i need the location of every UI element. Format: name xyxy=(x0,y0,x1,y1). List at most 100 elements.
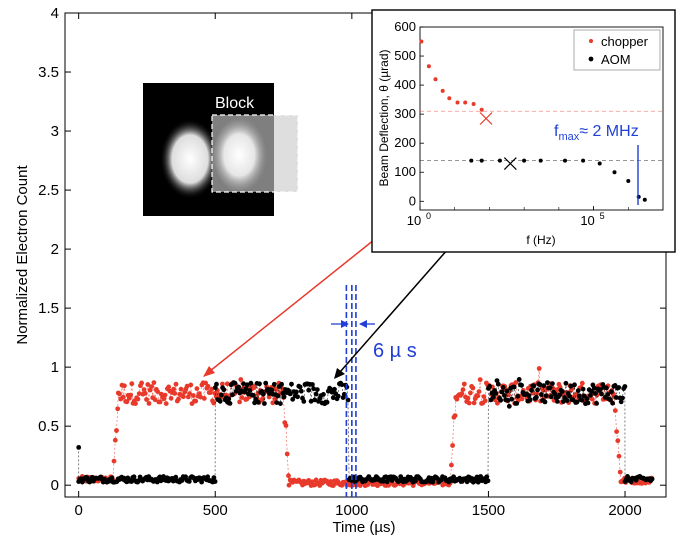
trace-point xyxy=(151,380,157,385)
trace-point xyxy=(591,385,597,391)
inset-aom-points xyxy=(469,158,647,202)
trace-point xyxy=(117,391,122,397)
trace-point xyxy=(154,479,160,485)
trace-point xyxy=(500,385,506,390)
main-y-tick-label: 0 xyxy=(51,477,59,494)
main-y-tick-label: 1 xyxy=(51,359,59,376)
inset-point xyxy=(433,77,438,82)
trace-point xyxy=(133,401,138,406)
trace-point xyxy=(294,389,299,395)
inset-point xyxy=(522,158,527,163)
inset-point xyxy=(440,88,445,93)
trace-point xyxy=(236,384,242,390)
inset-point xyxy=(419,39,424,44)
interval-arrowhead-right xyxy=(359,320,367,328)
trace-point xyxy=(335,393,341,399)
main-y-axis-label: Normalized Electron Count xyxy=(14,165,31,345)
trace-point xyxy=(477,377,483,382)
trace-point xyxy=(157,399,163,405)
trace-point xyxy=(597,387,603,392)
trace-point xyxy=(251,393,256,398)
main-plot-frame xyxy=(64,12,667,498)
trace-point xyxy=(485,478,491,484)
inset-point xyxy=(626,179,631,183)
trace-point xyxy=(141,387,147,392)
trace-point xyxy=(542,399,548,405)
trace-point xyxy=(109,475,115,481)
trace-point xyxy=(649,476,655,482)
inset-x-axis-label: f (Hz) xyxy=(526,233,555,247)
trace-point xyxy=(274,400,280,405)
trace-point xyxy=(241,381,246,387)
trace-point xyxy=(357,483,363,488)
trace-point xyxy=(475,479,481,485)
trace-point xyxy=(526,393,532,398)
trace-point xyxy=(194,386,200,391)
trace-point xyxy=(475,393,481,399)
trace-point xyxy=(172,391,178,396)
trace-point xyxy=(516,377,522,382)
trace-point xyxy=(217,398,223,404)
trace-point xyxy=(173,381,179,387)
trace-point xyxy=(579,397,585,403)
trace-point xyxy=(535,387,540,393)
main-x-tick-label: 500 xyxy=(203,502,228,519)
trace-point xyxy=(413,478,418,484)
trace-point xyxy=(193,398,199,404)
trace-point xyxy=(281,394,287,400)
trace-point xyxy=(149,384,154,389)
inset-y-tick-label: 500 xyxy=(394,48,416,63)
trace-point xyxy=(509,396,515,402)
main-x-axis-label: Time (µs) xyxy=(332,519,395,536)
trace-point xyxy=(278,401,283,406)
trace-point xyxy=(481,394,487,399)
trace-point xyxy=(237,399,243,405)
trace-point xyxy=(232,380,238,386)
trace-point xyxy=(541,383,547,389)
trace-point xyxy=(248,380,254,386)
block-label: Block xyxy=(215,95,255,112)
trace-point xyxy=(493,391,499,396)
chopper-cross-marker xyxy=(479,112,493,125)
interval-label: 6 µ s xyxy=(373,340,417,362)
trace-point xyxy=(616,385,622,390)
trace-point xyxy=(339,382,345,388)
trace-point xyxy=(568,383,574,389)
main-y-tick-label: 3 xyxy=(51,123,59,140)
trace-point xyxy=(188,382,194,388)
inset-point xyxy=(447,96,452,101)
trace-point xyxy=(271,381,277,387)
trace-point xyxy=(287,391,293,397)
trace-point xyxy=(266,391,272,396)
trace-point xyxy=(136,391,142,396)
trace-point xyxy=(201,396,207,401)
trace-point xyxy=(260,391,266,397)
trace-point xyxy=(155,389,161,394)
trace-point xyxy=(184,383,190,389)
trace-point xyxy=(466,400,472,406)
trace-point xyxy=(168,395,174,401)
inset-y-tick-label: 600 xyxy=(394,19,416,34)
trace-point xyxy=(255,399,261,405)
trace-point xyxy=(205,383,211,389)
trace-point xyxy=(145,382,151,387)
trace-point xyxy=(122,383,127,389)
trace-point xyxy=(459,391,465,396)
trace-point xyxy=(163,401,169,406)
trace-point xyxy=(464,479,470,485)
trace-point xyxy=(514,401,520,406)
trace-point xyxy=(498,397,504,403)
trace-point xyxy=(504,388,510,394)
inset-y-tick-label: 300 xyxy=(394,106,416,121)
trace-point xyxy=(219,392,224,398)
trace-point xyxy=(470,385,476,391)
trace-point xyxy=(212,479,218,484)
trace-point xyxy=(499,389,505,395)
trace-point xyxy=(513,380,519,385)
inset-point xyxy=(538,158,543,163)
inset-point xyxy=(469,158,474,163)
trace-point xyxy=(452,413,458,418)
trace-point xyxy=(450,443,455,448)
trace-point xyxy=(538,392,544,397)
trace-point xyxy=(238,377,244,382)
